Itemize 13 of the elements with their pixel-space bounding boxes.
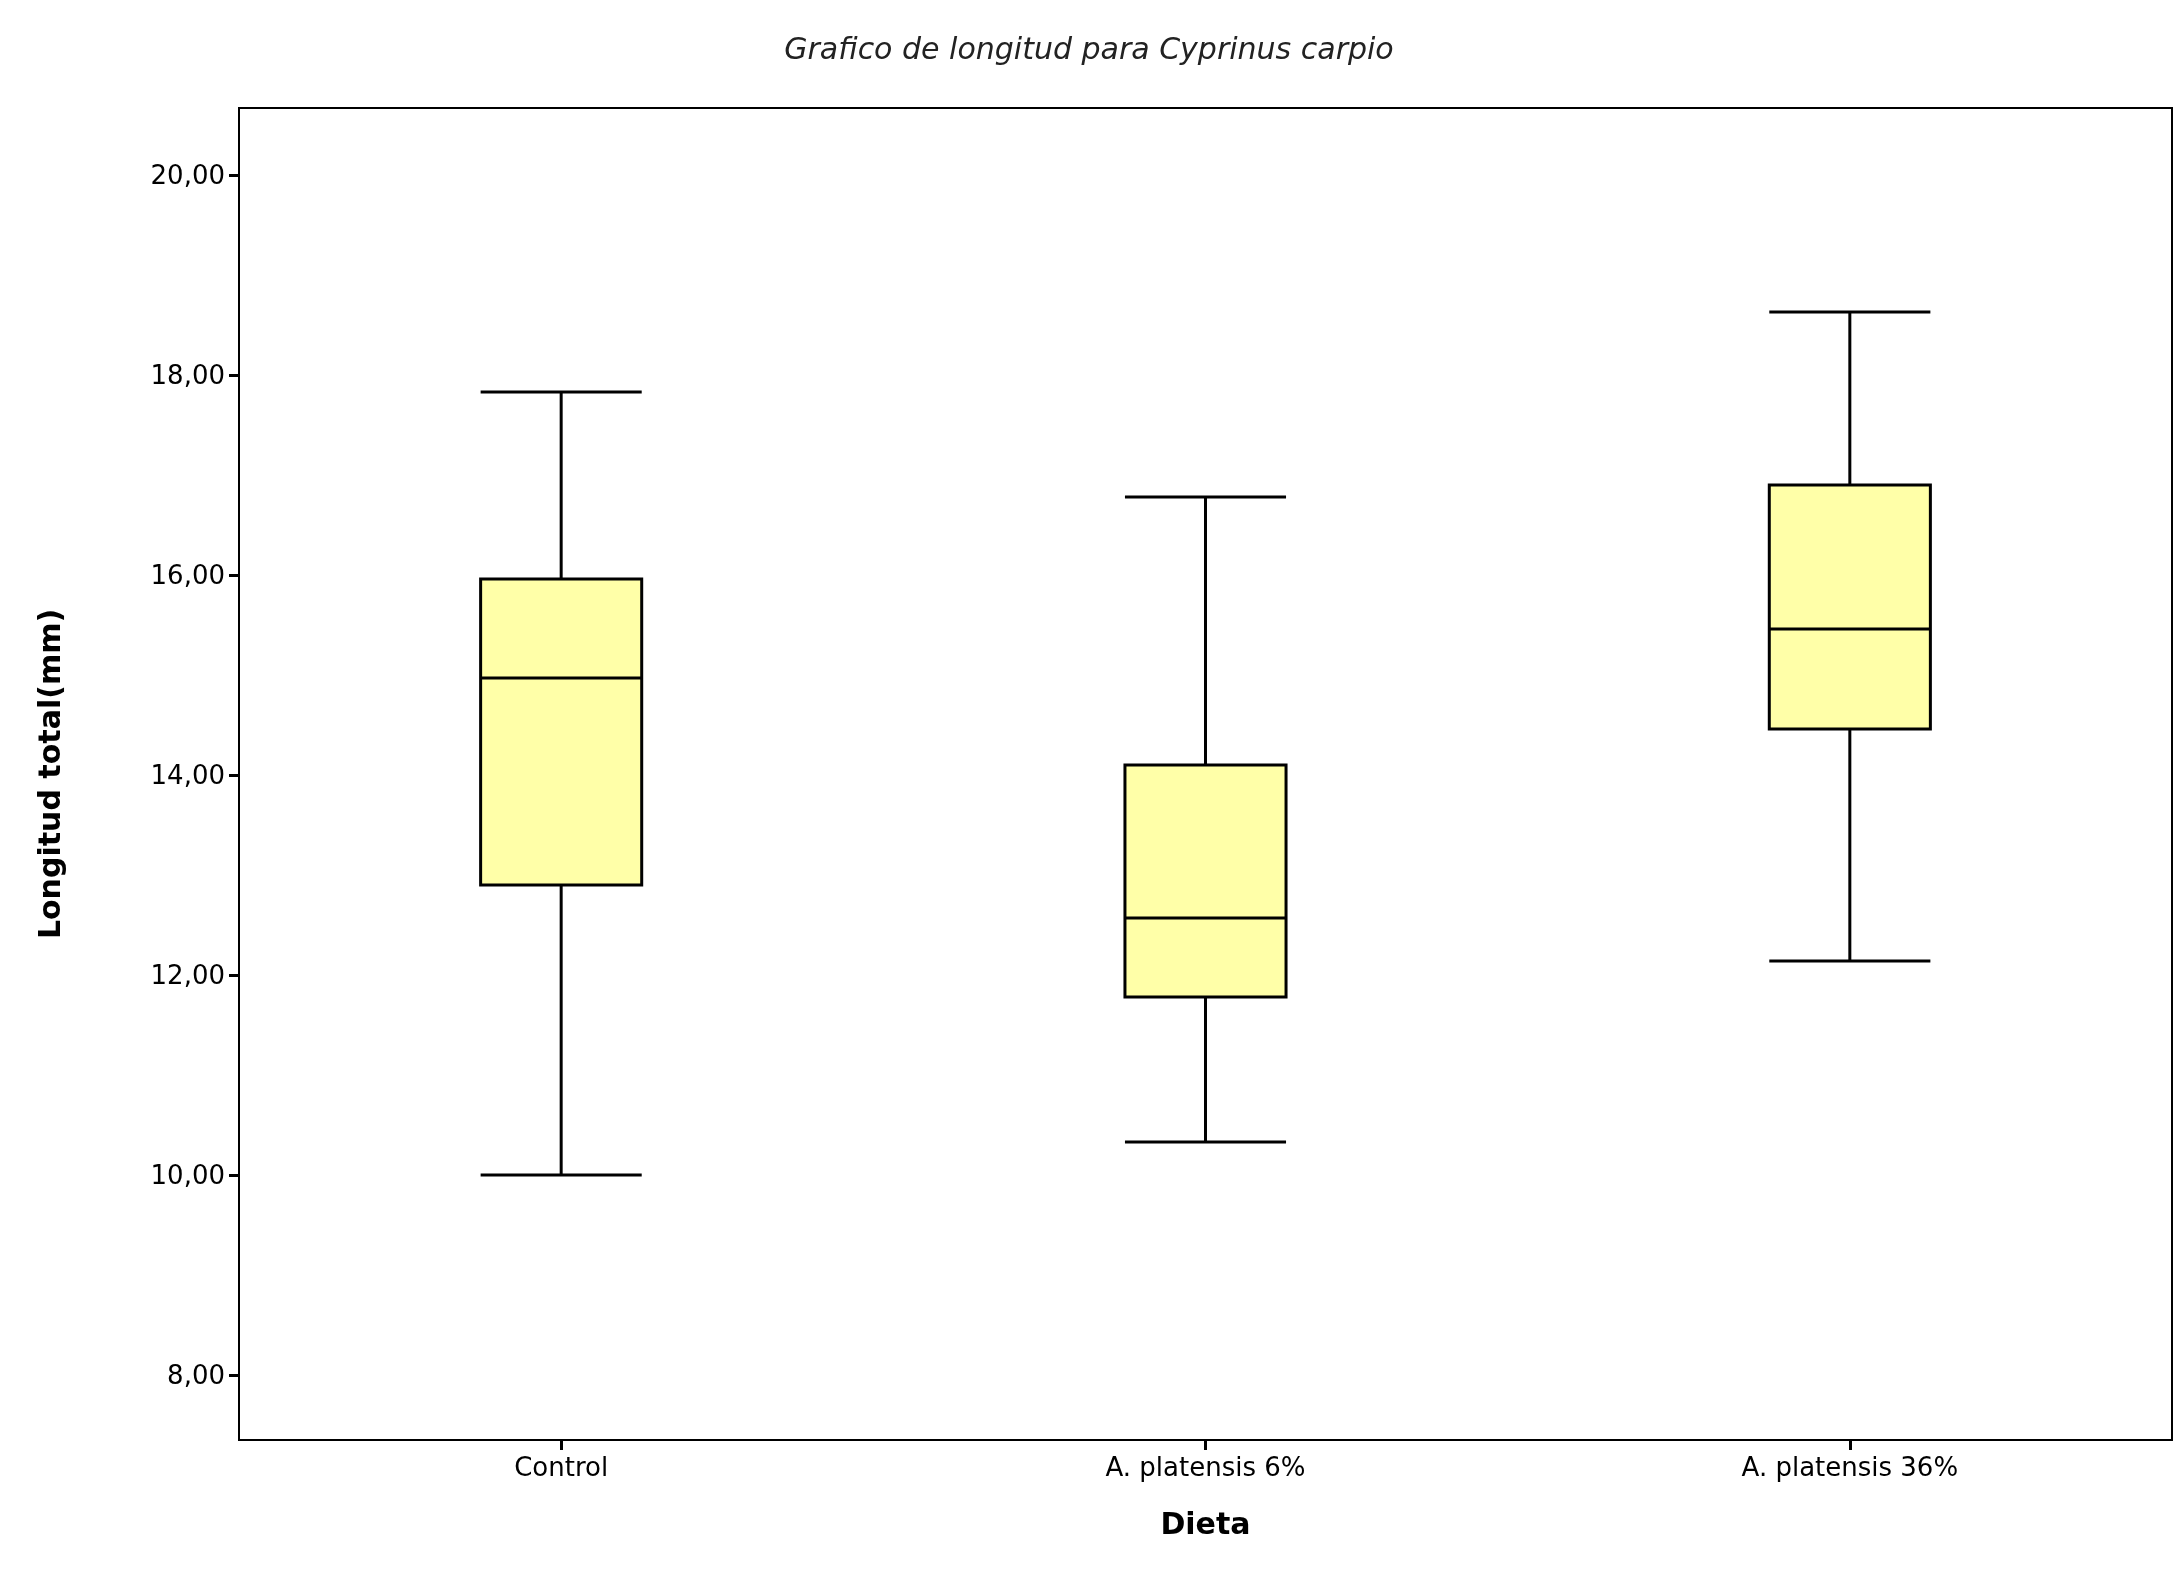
y-tick-label: 14,00 (150, 760, 225, 790)
y-axis-title: Longitud total(mm) (31, 608, 67, 940)
y-tick-label: 8,00 (167, 1360, 225, 1390)
x-tick-label: Control (514, 1452, 609, 1482)
x-axis-title: Dieta (1160, 1505, 1251, 1541)
x-tick-label: A. platensis 36% (1741, 1452, 1959, 1482)
chart-title: Grafico de longitud para Cyprinus carpio (784, 30, 1394, 66)
y-tick-label: 12,00 (150, 960, 225, 990)
x-tick-label: A. platensis 6% (1105, 1452, 1306, 1482)
y-tick-label: 18,00 (150, 360, 225, 390)
y-tick-label: 20,00 (150, 160, 225, 190)
y-tick-label: 10,00 (150, 1160, 225, 1190)
y-tick-label: 16,00 (150, 560, 225, 590)
